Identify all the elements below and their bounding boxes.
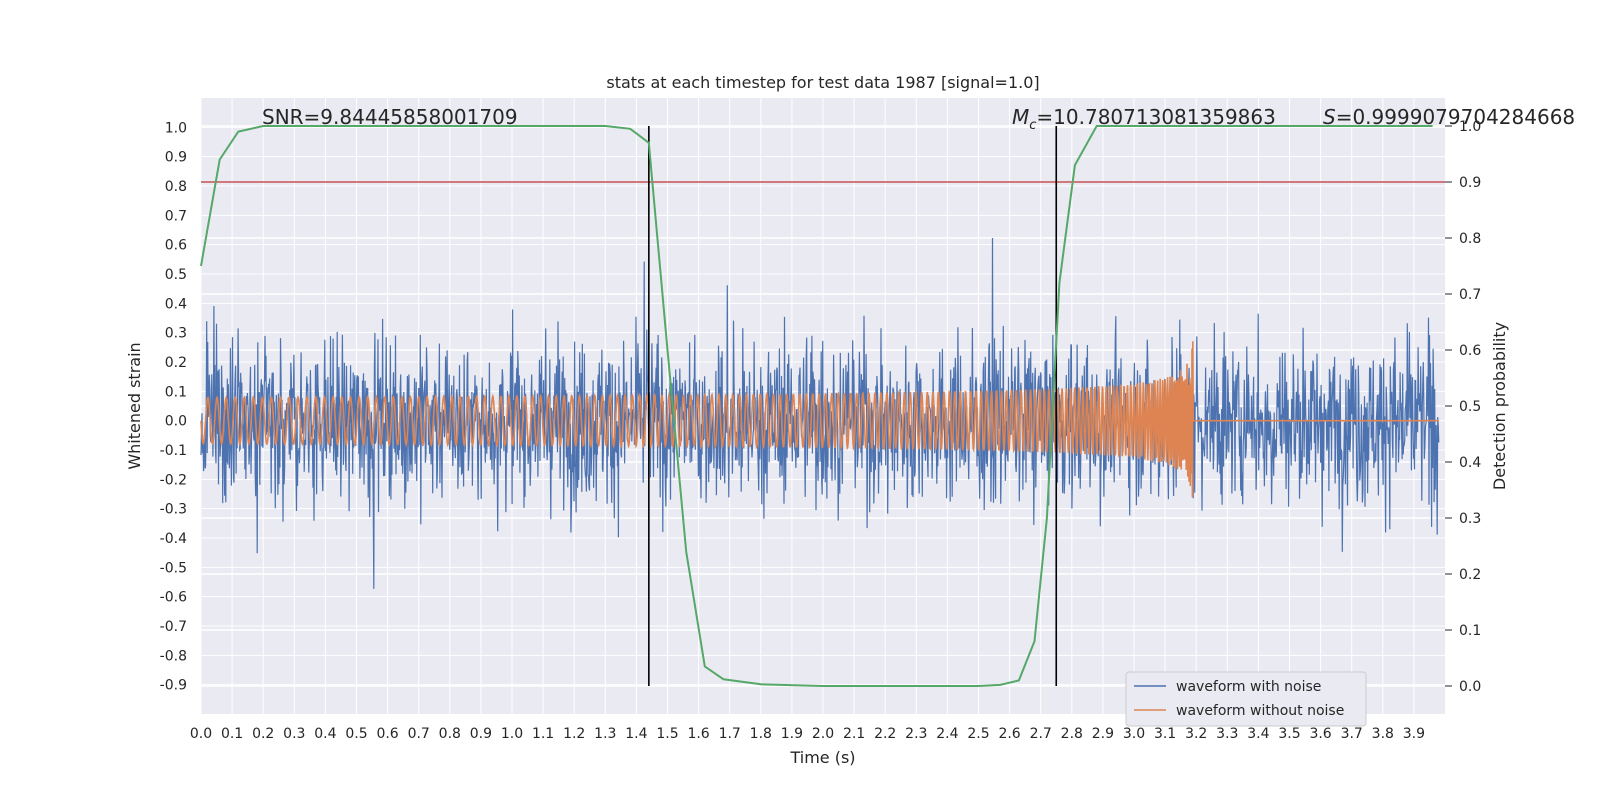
x-tick-label: 3.3 — [1216, 726, 1238, 742]
s-value: =0.9999079704284668 — [1336, 105, 1575, 129]
x-tick-label: 0.1 — [221, 726, 243, 742]
y2-tick-label: 0.9 — [1459, 175, 1481, 191]
x-tick-label: 2.3 — [905, 726, 927, 742]
y-tick-label: 0.2 — [165, 355, 187, 371]
x-tick-label: 3.8 — [1372, 726, 1394, 742]
x-tick-label: 2.6 — [998, 726, 1020, 742]
mc-subscript: c — [1029, 118, 1036, 133]
y-tick-label: -0.6 — [160, 590, 187, 606]
mc-value: =10.780713081359863 — [1036, 105, 1275, 129]
detection-probability-line — [200, 125, 1433, 687]
legend: waveform with noise waveform without noi… — [1125, 671, 1367, 727]
y2-tick-label: 0.7 — [1459, 287, 1481, 303]
y-tick-label: -0.9 — [160, 678, 187, 694]
x-tick-label: 1.6 — [687, 726, 709, 742]
clean-waveform-line — [200, 341, 1439, 498]
y-tick-label: -0.5 — [160, 560, 187, 576]
x-tick-label: 1.2 — [563, 726, 585, 742]
x-tick-label: 2.5 — [967, 726, 989, 742]
y2-tick-label: 0.6 — [1459, 343, 1481, 359]
x-tick-label: 0.3 — [283, 726, 305, 742]
y-tick-label: 0.6 — [165, 238, 187, 254]
x-tick-label: 0.5 — [345, 726, 367, 742]
y2-axis-label: Detection probability — [1490, 322, 1509, 490]
y-tick-label: 1.0 — [165, 120, 187, 136]
legend-label-noise: waveform with noise — [1176, 679, 1321, 695]
y-tick-label: -0.8 — [160, 648, 187, 664]
x-tick-label: 3.0 — [1123, 726, 1145, 742]
x-tick-label: 1.8 — [750, 726, 772, 742]
x-tick-label: 2.4 — [936, 726, 958, 742]
y-tick-label: 0.7 — [165, 208, 187, 224]
x-tick-label: 1.0 — [501, 726, 523, 742]
y-tick-label: -0.7 — [160, 619, 187, 635]
y-tick-label: -0.3 — [160, 502, 187, 518]
x-tick-label: 3.7 — [1341, 726, 1363, 742]
y2-tick-label: 1.0 — [1459, 119, 1481, 135]
tick-labels: 0.0 0.1 0.2 0.3 0.4 0.5 0.6 0.7 0.8 0.9 1.0 1.1 1.2 1… — [160, 119, 1482, 742]
x-tick-label: 3.5 — [1278, 726, 1300, 742]
y2-tick-label: 0.2 — [1459, 567, 1481, 583]
y-axis-label: Whitened strain — [125, 342, 144, 469]
x-axis-label: Time (s) — [789, 748, 855, 767]
x-tick-label: 1.9 — [781, 726, 803, 742]
x-tick-label: 1.5 — [656, 726, 678, 742]
y2-tick-label: 0.3 — [1459, 511, 1481, 527]
y-tick-label: 0.1 — [165, 384, 187, 400]
x-tick-label: 0.2 — [252, 726, 274, 742]
series-waveform-with-noise — [200, 237, 1440, 589]
y-tick-label: -0.1 — [160, 443, 187, 459]
y-tick-label: 0.9 — [165, 150, 187, 166]
y-tick-label: 0.3 — [165, 326, 187, 342]
x-tick-label: 1.1 — [532, 726, 554, 742]
legend-label-clean: waveform without noise — [1176, 703, 1344, 719]
y-tick-label: 0.0 — [165, 414, 187, 430]
x-tick-label: 0.8 — [439, 726, 461, 742]
y-tick-label: -0.2 — [160, 472, 187, 488]
series-waveform-without-noise — [200, 341, 1439, 498]
snr-annotation: SNR=9.84445858001709 — [262, 105, 518, 129]
mc-annotation: Mc=10.780713081359863 — [1012, 105, 1276, 133]
chart-title: stats at each timestep for test data 198… — [606, 73, 1039, 92]
y-tick-label: -0.4 — [160, 531, 187, 547]
x-tick-label: 3.4 — [1247, 726, 1269, 742]
x-tick-label: 0.6 — [376, 726, 398, 742]
x-tick-label: 2.1 — [843, 726, 865, 742]
y-tick-label: 0.8 — [165, 179, 187, 195]
y2-tick-label: 0.1 — [1459, 623, 1481, 639]
x-tick-label: 0.0 — [190, 726, 212, 742]
s-annotation: S=0.9999079704284668 — [1323, 105, 1575, 129]
x-tick-label: 0.9 — [470, 726, 492, 742]
x-tick-label: 1.4 — [625, 726, 647, 742]
x-tick-label: 1.3 — [594, 726, 616, 742]
mc-symbol: M — [1012, 105, 1029, 129]
y2-tick-label: 0.0 — [1459, 679, 1481, 695]
x-tick-label: 2.8 — [1061, 726, 1083, 742]
x-tick-label: 3.1 — [1154, 726, 1176, 742]
x-tick-label: 0.4 — [314, 726, 336, 742]
series-detection-probability — [200, 125, 1433, 687]
x-tick-label: 3.6 — [1309, 726, 1331, 742]
y2-tick-label: 0.4 — [1459, 455, 1481, 471]
y2-tick-label: 0.5 — [1459, 399, 1481, 415]
y-tick-label: 0.4 — [165, 296, 187, 312]
noisy-waveform-line — [200, 237, 1440, 589]
x-tick-label: 2.9 — [1092, 726, 1114, 742]
x-tick-label: 1.7 — [719, 726, 741, 742]
x-tick-label: 2.2 — [874, 726, 896, 742]
x-tick-label: 2.0 — [812, 726, 834, 742]
s-symbol: S — [1323, 105, 1336, 129]
y-tick-label: 0.5 — [165, 267, 187, 283]
y2-tick-label: 0.8 — [1459, 231, 1481, 247]
reference-lines — [201, 126, 1445, 686]
x-tick-label: 0.7 — [408, 726, 430, 742]
x-tick-label: 3.2 — [1185, 726, 1207, 742]
x-tick-label: 3.9 — [1403, 726, 1425, 742]
legend-box — [1125, 671, 1367, 727]
grid — [200, 98, 1445, 714]
x-tick-label: 2.7 — [1030, 726, 1052, 742]
